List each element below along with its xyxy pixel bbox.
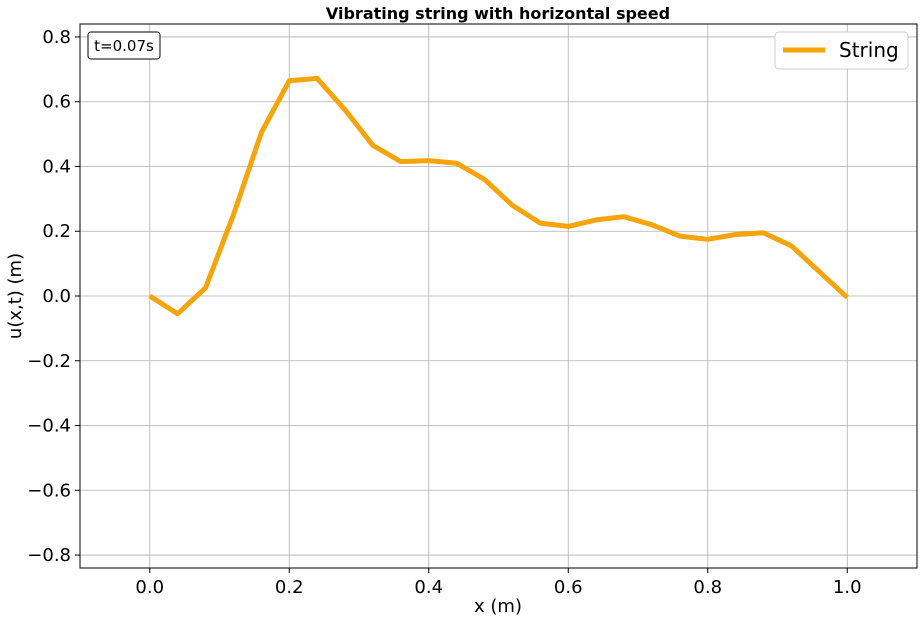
legend: String — [774, 31, 909, 70]
x-ticks: 0.0 0.2 0.4 0.6 0.8 1.0 — [135, 568, 862, 598]
series-line-string — [148, 75, 849, 317]
legend-label: String — [839, 38, 899, 62]
x-tick-label: 0.8 — [693, 577, 722, 598]
y-tick-label: 0.2 — [42, 221, 71, 242]
plot-frame — [79, 23, 918, 569]
x-tick-label: 0.0 — [135, 577, 164, 598]
x-tick-label: 0.4 — [414, 577, 443, 598]
time-annotation-box — [87, 31, 161, 60]
y-tick-label: 0.0 — [42, 286, 71, 307]
x-axis-label: x (m) — [474, 596, 522, 617]
y-tick-label: −0.8 — [27, 545, 71, 566]
y-tick-label: 0.6 — [42, 92, 71, 113]
x-tick-label: 0.6 — [554, 577, 583, 598]
time-annotation: t=0.07s — [87, 31, 161, 60]
x-tick-label: 1.0 — [833, 577, 862, 598]
y-tick-label: −0.2 — [27, 351, 71, 372]
y-tick-label: −0.4 — [27, 416, 71, 437]
y-tick-label: −0.6 — [27, 480, 71, 501]
y-tick-label: 0.8 — [42, 27, 71, 48]
x-tick-label: 0.2 — [275, 577, 304, 598]
grid — [80, 24, 917, 568]
chart-title: Vibrating string with horizontal speed — [326, 4, 670, 23]
y-tick-label: 0.4 — [42, 156, 71, 177]
legend-box — [774, 31, 909, 70]
time-annotation-text: t=0.07s — [94, 37, 154, 55]
y-ticks: −0.8 −0.6 −0.4 −0.2 0.0 0.2 0.4 0.6 0.8 — [27, 27, 80, 566]
y-axis-label: u(x,t) (m) — [5, 253, 26, 339]
series-layer — [148, 75, 849, 317]
